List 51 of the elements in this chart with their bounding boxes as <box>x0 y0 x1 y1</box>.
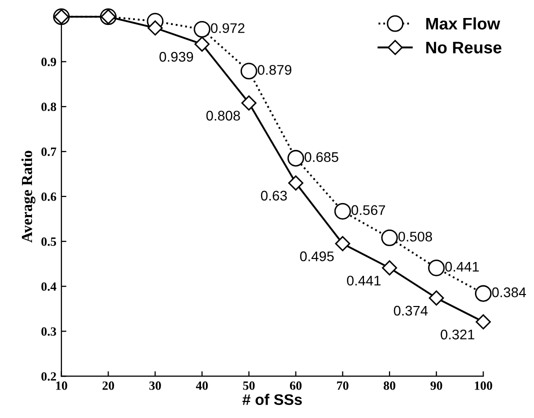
data-label: 0.374 <box>394 306 428 316</box>
data-label: 0.441 <box>346 276 381 286</box>
y-tick-label: 0.9 <box>41 58 56 66</box>
x-tick-label: 20 <box>102 381 114 390</box>
point <box>241 95 256 111</box>
y-tick-label: 0.6 <box>41 192 56 201</box>
data-label: 0.384 <box>492 287 526 298</box>
x-tick-label: 40 <box>196 381 208 390</box>
point <box>428 290 444 306</box>
data-label: 0.808 <box>206 110 240 121</box>
data-label: 0.321 <box>440 330 474 340</box>
data-label: 0.495 <box>300 251 334 262</box>
point <box>382 260 398 276</box>
point <box>428 260 445 276</box>
point <box>194 36 210 52</box>
x-tick-label: 60 <box>290 381 302 390</box>
data-label: 0.508 <box>398 232 432 242</box>
x-tick-label: 10 <box>56 381 68 390</box>
point <box>287 150 304 167</box>
x-tick-label: 50 <box>243 381 255 390</box>
data-label: 0.567 <box>352 205 386 216</box>
point <box>148 20 163 36</box>
point <box>381 229 398 246</box>
legend-label: Max Flow <box>426 17 500 30</box>
point <box>240 62 258 80</box>
y-tick-label: 0.5 <box>41 237 56 246</box>
point <box>476 314 491 330</box>
y-tick-label: 0.8 <box>41 102 56 112</box>
x-tick-label: 30 <box>149 381 161 390</box>
x-tick-label: 80 <box>384 381 396 390</box>
data-label: 0.972 <box>210 23 244 34</box>
y-tick-label: 0.2 <box>41 372 56 381</box>
point <box>334 202 351 220</box>
x-tick-label: 90 <box>430 381 442 390</box>
x-tick-label: 100 <box>474 381 492 390</box>
y-tick-label: 0.4 <box>41 282 56 291</box>
data-label: 0.685 <box>304 152 338 162</box>
x-tick-label: 70 <box>337 381 348 390</box>
point <box>288 175 304 191</box>
point <box>194 20 210 38</box>
data-label: 0.939 <box>159 52 194 62</box>
legend-label: No Reuse <box>426 42 502 54</box>
x-axis-title: # of SSs <box>242 394 302 406</box>
y-tick-label: 0.7 <box>41 148 56 156</box>
point <box>335 236 350 252</box>
y-axis-title: Average Ratio <box>21 150 36 243</box>
y-tick-label: 0.3 <box>41 327 56 336</box>
data-label: 0.63 <box>260 190 287 201</box>
data-label: 0.879 <box>258 64 292 75</box>
data-label: 0.441 <box>445 262 479 272</box>
point <box>474 285 492 302</box>
